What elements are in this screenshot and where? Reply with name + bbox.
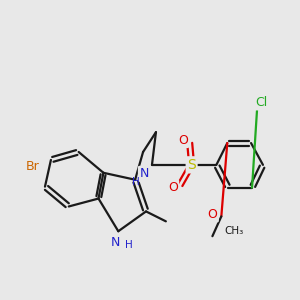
Text: H: H [132, 177, 140, 187]
Text: H: H [125, 240, 133, 250]
Text: N: N [111, 236, 120, 249]
Text: N: N [140, 167, 149, 180]
Text: O: O [208, 208, 218, 221]
Text: O: O [178, 134, 188, 147]
Text: Cl: Cl [255, 96, 267, 109]
Text: CH₃: CH₃ [224, 226, 244, 236]
Text: S: S [187, 158, 196, 172]
Text: Br: Br [26, 160, 40, 173]
Text: O: O [168, 181, 178, 194]
